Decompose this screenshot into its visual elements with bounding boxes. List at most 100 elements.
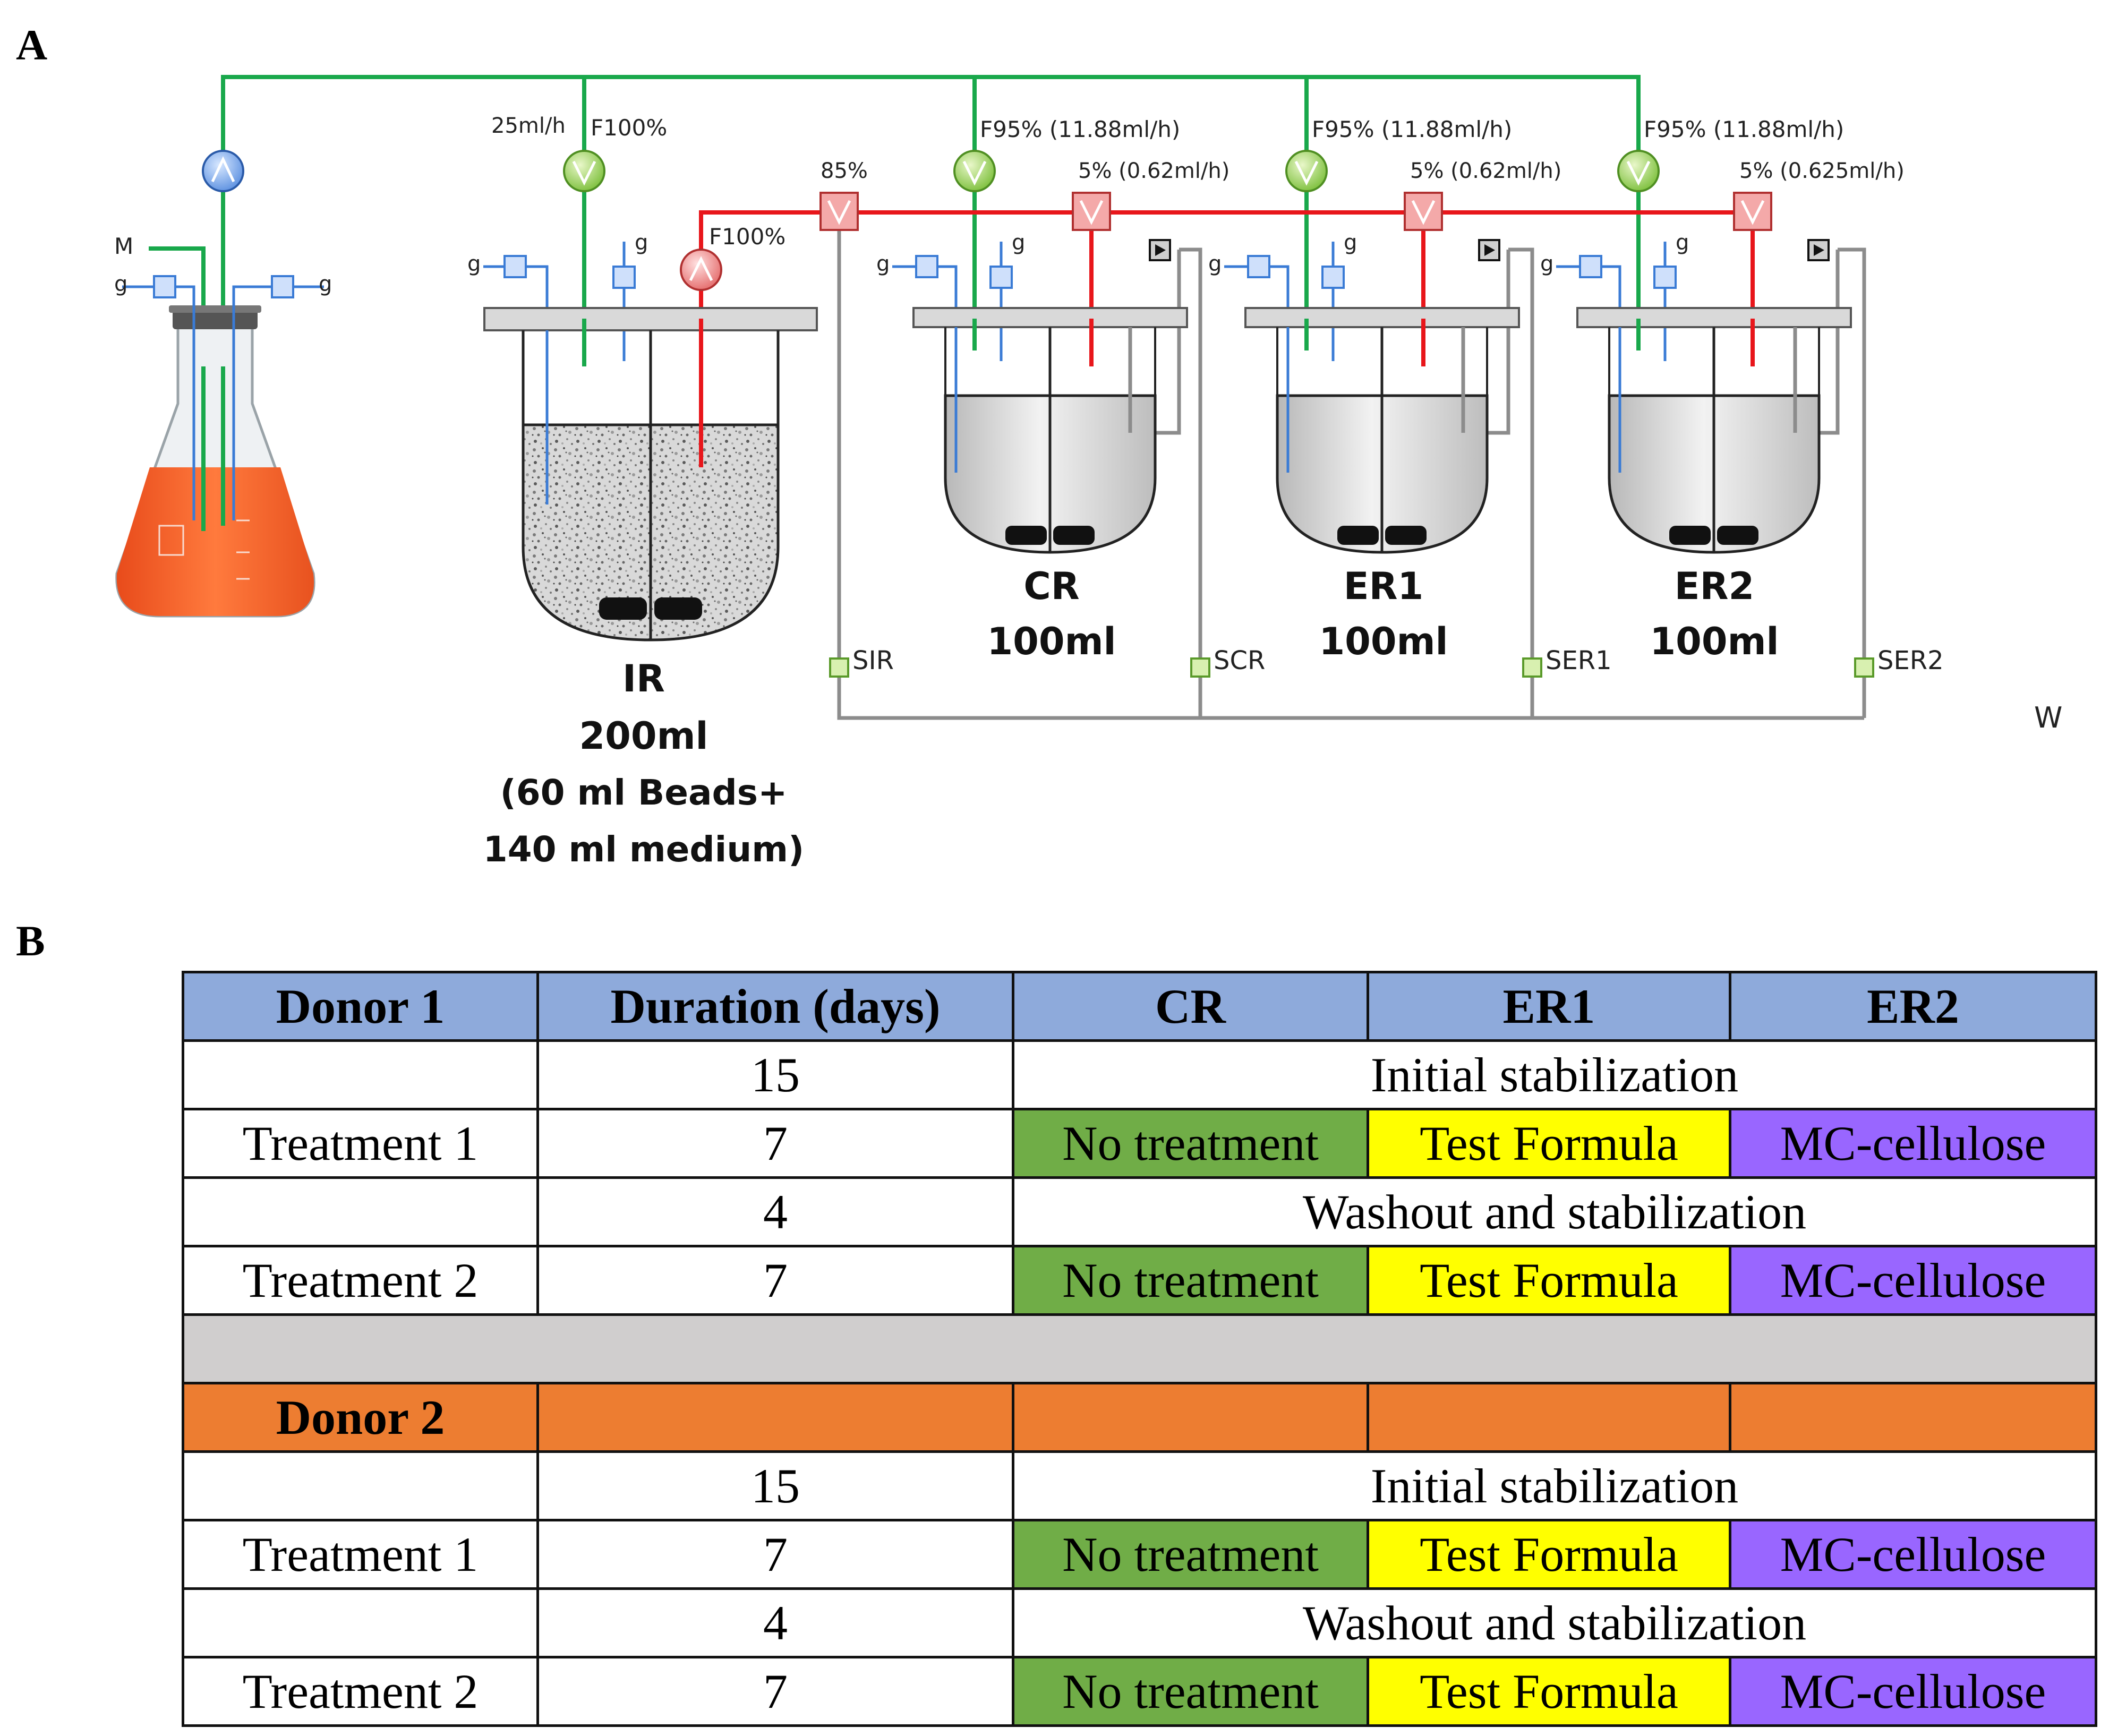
vessel-cr bbox=[912, 307, 1188, 554]
pump-medium bbox=[202, 150, 244, 192]
ir-feed-label: F100% bbox=[591, 115, 667, 141]
row-phase: Washout and stabilization bbox=[1012, 1587, 2097, 1658]
table-row: Treatment 2 7 No treatment Test Formula … bbox=[182, 1656, 2097, 1727]
header-cr: CR bbox=[1012, 971, 1369, 1042]
er1-feed-label: F95% (11.88ml/h) bbox=[1312, 116, 1512, 142]
cr-gas-2: g bbox=[1012, 230, 1025, 255]
effluent-lines bbox=[699, 210, 1755, 467]
row-phase: Initial stabilization bbox=[1012, 1450, 2097, 1521]
cell-er1: Test Formula bbox=[1367, 1656, 1731, 1727]
header-duration: Duration (days) bbox=[536, 971, 1014, 1042]
ir-medium: 140 ml medium) bbox=[483, 829, 804, 870]
header-donor-1: Donor 1 bbox=[182, 971, 539, 1042]
treatment-schedule-table: Donor 1 Duration (days) CR ER1 ER2 15 In… bbox=[182, 971, 2097, 1727]
medium-flask bbox=[115, 285, 324, 618]
cell-er2: MC-cellulose bbox=[1729, 1108, 2097, 1179]
row-label bbox=[182, 1450, 539, 1521]
er1-name: ER1 bbox=[1344, 565, 1423, 608]
flask-gas-right: g bbox=[319, 272, 332, 296]
cr-effluent-label: 5% (0.62ml/h) bbox=[1078, 159, 1229, 183]
table-header-row: Donor 1 Duration (days) CR ER1 ER2 bbox=[182, 971, 2097, 1042]
sampling-ir: SIR bbox=[852, 646, 894, 675]
row-days: 7 bbox=[536, 1656, 1014, 1727]
vessel-ir bbox=[483, 307, 818, 642]
table-row: Treatment 1 7 No treatment Test Formula … bbox=[182, 1108, 2097, 1179]
er2-name: ER2 bbox=[1675, 565, 1754, 608]
table-row: 4 Washout and stabilization bbox=[182, 1587, 2097, 1658]
row-days: 7 bbox=[536, 1108, 1014, 1179]
header-er1: ER1 bbox=[1367, 971, 1731, 1042]
vessel-er1 bbox=[1244, 307, 1520, 554]
header-er2: ER2 bbox=[1729, 971, 2097, 1042]
cell-er2: MC-cellulose bbox=[1729, 1245, 2097, 1316]
panel-label-a: A bbox=[16, 21, 48, 69]
cr-gas-1: g bbox=[876, 252, 890, 276]
table-row: 15 Initial stabilization bbox=[182, 1450, 2097, 1521]
table-row: 4 Washout and stabilization bbox=[182, 1176, 2097, 1247]
cell-er2: MC-cellulose bbox=[1729, 1656, 2097, 1727]
er1-effluent-label: 5% (0.62ml/h) bbox=[1410, 159, 1561, 183]
cell-cr: No treatment bbox=[1012, 1656, 1369, 1727]
ir-gas-2: g bbox=[635, 230, 648, 255]
vessel-er2 bbox=[1576, 307, 1852, 554]
pump-ir-outflow bbox=[680, 249, 722, 291]
row-days: 15 bbox=[536, 1450, 1014, 1521]
ir-volume: 200ml bbox=[579, 714, 708, 758]
cell-er1: Test Formula bbox=[1367, 1245, 1731, 1316]
cell-er2: MC-cellulose bbox=[1729, 1519, 2097, 1590]
er2-gas-1: g bbox=[1540, 252, 1553, 276]
row-days: 7 bbox=[536, 1519, 1014, 1590]
table-row: 15 Initial stabilization bbox=[182, 1039, 2097, 1110]
er2-feed-label: F95% (11.88ml/h) bbox=[1644, 116, 1844, 142]
row-days: 15 bbox=[536, 1039, 1014, 1110]
gas-outlets bbox=[1149, 239, 1830, 261]
table-row: Treatment 1 7 No treatment Test Formula … bbox=[182, 1519, 2097, 1590]
gas-filters bbox=[153, 255, 1677, 298]
flask-medium-label: M bbox=[114, 233, 133, 259]
sampling-ports bbox=[829, 657, 1874, 678]
feed-pumps bbox=[563, 150, 1660, 192]
row-days: 4 bbox=[536, 1587, 1014, 1658]
separator-row bbox=[182, 1313, 2097, 1384]
row-phase: Washout and stabilization bbox=[1012, 1176, 2097, 1247]
ir-gas-1: g bbox=[467, 252, 481, 276]
cell-cr: No treatment bbox=[1012, 1519, 1369, 1590]
row-label bbox=[182, 1587, 539, 1658]
waste-label: W bbox=[2034, 701, 2062, 734]
row-days: 4 bbox=[536, 1176, 1014, 1247]
er2-volume: 100ml bbox=[1650, 620, 1779, 663]
cr-feed-label: F95% (11.88ml/h) bbox=[980, 116, 1180, 142]
flask-gas-left: g bbox=[114, 272, 127, 296]
row-days: 7 bbox=[536, 1245, 1014, 1316]
sampling-cr: SCR bbox=[1214, 646, 1265, 675]
er2-effluent-label: 5% (0.625ml/h) bbox=[1739, 159, 1905, 183]
er1-gas-2: g bbox=[1344, 230, 1357, 255]
cell-cr: No treatment bbox=[1012, 1245, 1369, 1316]
row-label: Treatment 2 bbox=[182, 1245, 539, 1316]
sampling-er1: SER1 bbox=[1546, 646, 1612, 675]
ir-feed-rate: 25ml/h bbox=[491, 114, 566, 138]
row-label: Treatment 2 bbox=[182, 1656, 539, 1727]
er1-volume: 100ml bbox=[1319, 620, 1448, 663]
donor-2-header-row: Donor 2 bbox=[182, 1382, 2097, 1453]
cell-er1: Test Formula bbox=[1367, 1519, 1731, 1590]
row-label bbox=[182, 1039, 539, 1110]
row-label: Treatment 1 bbox=[182, 1108, 539, 1179]
row-label bbox=[182, 1176, 539, 1247]
sampling-er2: SER2 bbox=[1877, 646, 1944, 675]
ir-beads: (60 ml Beads+ bbox=[500, 772, 788, 813]
bioreactor-diagram: M g g 25ml/h F100% F100% g g 85% F95% (1… bbox=[114, 75, 2062, 870]
table-row: Treatment 2 7 No treatment Test Formula … bbox=[182, 1245, 2097, 1316]
cr-volume: 100ml bbox=[987, 620, 1116, 663]
cell-er1: Test Formula bbox=[1367, 1108, 1731, 1179]
row-phase: Initial stabilization bbox=[1012, 1039, 2097, 1110]
cell-cr: No treatment bbox=[1012, 1108, 1369, 1179]
cr-name: CR bbox=[1023, 565, 1079, 608]
ir-name: IR bbox=[622, 657, 665, 700]
er2-gas-2: g bbox=[1676, 230, 1689, 255]
row-label: Treatment 1 bbox=[182, 1519, 539, 1590]
header-donor-2: Donor 2 bbox=[182, 1382, 539, 1453]
er1-gas-1: g bbox=[1208, 252, 1222, 276]
split-main-label: 85% bbox=[821, 159, 868, 183]
panel-label-b: B bbox=[16, 917, 45, 965]
